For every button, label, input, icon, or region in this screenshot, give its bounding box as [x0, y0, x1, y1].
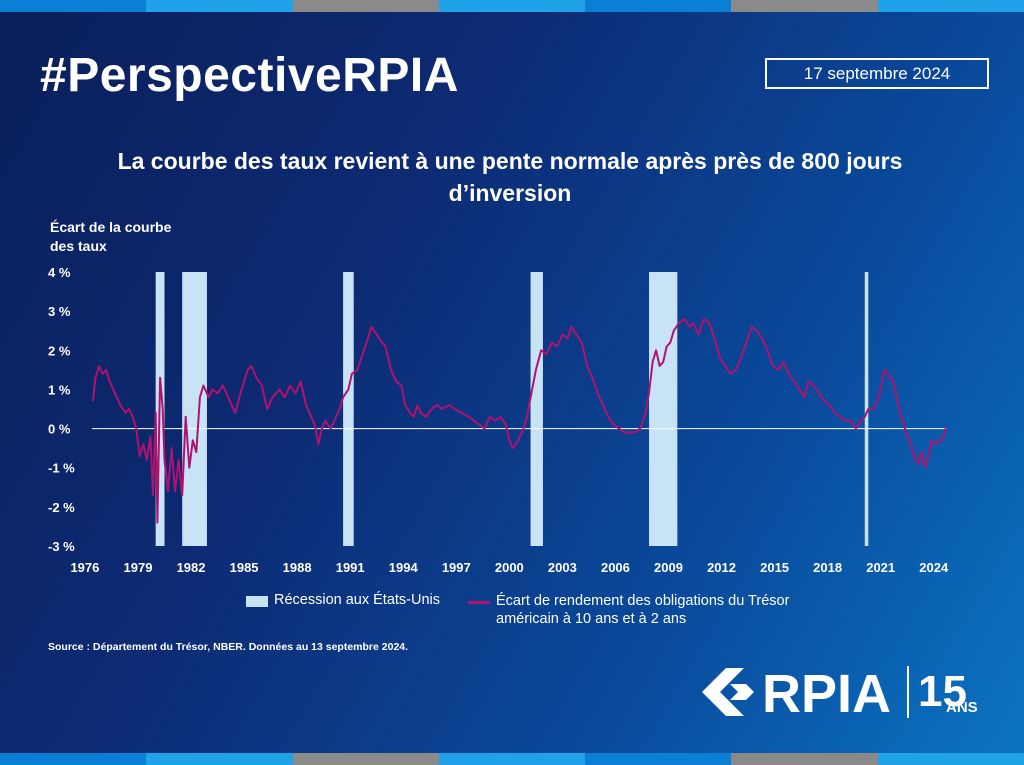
logo-divider — [907, 666, 909, 718]
stripe-segment — [146, 753, 293, 765]
y-tick-label: -3 % — [48, 539, 75, 554]
x-tick-label: 2012 — [707, 560, 736, 575]
chart-title: La courbe des taux revient à une pente n… — [117, 148, 903, 206]
stripe-segment — [292, 0, 439, 12]
recession-bar — [530, 272, 543, 546]
x-tick-label: 2018 — [813, 560, 842, 575]
rpia-chevron-icon — [702, 668, 754, 716]
x-tick-label: 1988 — [283, 560, 312, 575]
recession-bar — [182, 272, 207, 546]
y-tick-label: 1 % — [48, 382, 71, 397]
x-tick-label: 2021 — [866, 560, 895, 575]
recession-swatch — [246, 596, 268, 607]
stripe-segment — [731, 753, 878, 765]
legend-recession-label: Récession aux États-Unis — [274, 592, 441, 608]
x-tick-label: 1979 — [124, 560, 153, 575]
stripe-segment — [146, 0, 293, 12]
source-note: Source : Département du Trésor, NBER. Do… — [48, 641, 409, 653]
rpia-15-ans-logo: RPIA 15 ANS — [702, 664, 978, 722]
recession-bar — [649, 272, 678, 546]
x-tick-label: 2009 — [654, 560, 683, 575]
y-tick-label: -2 % — [48, 500, 75, 515]
chart-legend: Récession aux États-Unis Écart de rendem… — [246, 592, 816, 628]
x-tick-label: 1997 — [442, 560, 471, 575]
stripe-segment — [438, 753, 586, 765]
y-tick-label: 4 % — [48, 265, 71, 280]
legend-item-recession: Récession aux États-Unis — [246, 592, 440, 608]
top-stripe-bar — [0, 0, 1024, 12]
legend-spread-label: Écart de rendement des obligations du Tr… — [496, 593, 790, 627]
y-tick-label: 2 % — [48, 343, 71, 358]
legend-item-spread: Écart de rendement des obligations du Tr… — [468, 592, 816, 628]
recession-bar — [343, 272, 354, 546]
stripe-segment — [585, 753, 732, 765]
stripe-segment — [438, 0, 586, 12]
spread-line — [91, 318, 948, 524]
logo-brand-text: RPIA — [762, 664, 891, 722]
y-axis-label: Écart de la courbe des taux — [50, 219, 172, 254]
x-tick-label: 1976 — [70, 560, 99, 575]
stripe-segment — [877, 0, 1024, 12]
bottom-stripe-bar — [0, 753, 1024, 765]
date-box: 17 septembre 2024 — [765, 58, 989, 89]
stripe-segment — [877, 753, 1024, 765]
recession-bar — [864, 272, 869, 546]
x-tick-label: 2015 — [760, 560, 789, 575]
x-tick-label: 1985 — [230, 560, 259, 575]
y-tick-label: 3 % — [48, 304, 71, 319]
x-tick-label: 2000 — [495, 560, 524, 575]
stripe-segment — [731, 0, 878, 12]
stripe-segment — [585, 0, 732, 12]
x-tick-label: 2003 — [548, 560, 577, 575]
x-tick-label: 2024 — [919, 560, 949, 575]
x-tick-label: 1991 — [336, 560, 365, 575]
x-tick-label: 1994 — [389, 560, 419, 575]
stripe-segment — [292, 753, 439, 765]
stripe-segment — [0, 753, 147, 765]
logo-anniversary-number: 15 — [918, 667, 967, 716]
spread-swatch — [468, 601, 491, 604]
x-tick-label: 2006 — [601, 560, 630, 575]
y-tick-label: -1 % — [48, 461, 75, 476]
x-tick-label: 1982 — [177, 560, 206, 575]
page-hashtag: #PerspectiveRPIA — [40, 49, 459, 102]
logo-anniversary-word: ANS — [946, 699, 978, 716]
stripe-segment — [0, 0, 147, 12]
y-tick-label: 0 % — [48, 422, 71, 437]
